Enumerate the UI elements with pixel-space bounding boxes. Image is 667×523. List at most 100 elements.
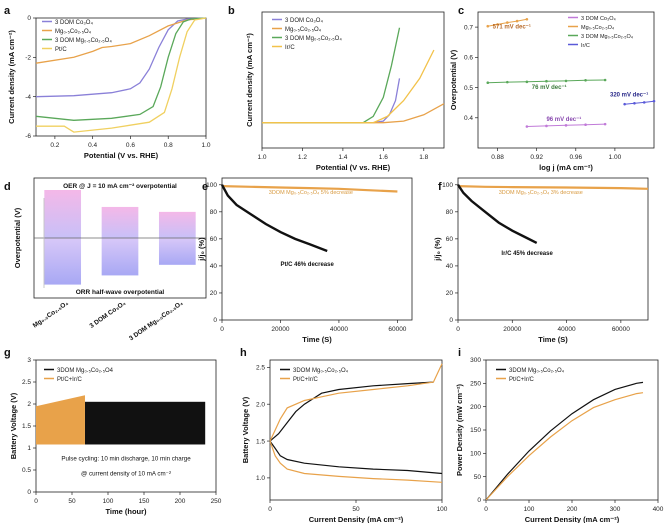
legend-entry: 3 DOM Mg₀.₅Co₂.₅O₄ xyxy=(285,36,342,42)
y-tick-label: 150 xyxy=(470,427,481,434)
panel-label: i xyxy=(458,347,461,359)
series-line xyxy=(35,17,207,98)
annotation: Ir/C 45% decrease xyxy=(501,251,553,257)
legend-entry: Ir/C xyxy=(581,43,590,49)
y-tick-label: -6 xyxy=(25,133,31,140)
x-axis-label: Time (S) xyxy=(538,335,568,344)
x-tick-label: 1.0 xyxy=(201,142,210,149)
x-tick-label: 0 xyxy=(484,506,488,513)
series-line xyxy=(269,381,434,442)
x-axis-label: Current Density (mA cm⁻²) xyxy=(309,515,404,523)
orr-bar xyxy=(101,238,139,276)
x-tick-label: 200 xyxy=(567,506,578,513)
y-tick-label: 1.5 xyxy=(22,423,31,430)
data-point xyxy=(525,125,529,128)
x-tick-label: 100 xyxy=(103,498,114,505)
data-point xyxy=(584,123,587,127)
y-tick-label: 20 xyxy=(446,290,454,297)
y-tick-label: 0 xyxy=(449,317,453,324)
y-tick-label: 60 xyxy=(446,236,454,243)
data-point xyxy=(603,78,607,82)
x-tick-label: 20000 xyxy=(271,326,289,333)
x-tick-label: 20000 xyxy=(503,326,521,333)
data-point xyxy=(584,79,587,82)
x-tick-label: 1.0 xyxy=(257,154,266,161)
data-point xyxy=(545,124,548,128)
data-point xyxy=(564,124,568,127)
x-tick-label: 50 xyxy=(68,498,76,505)
panel-g: 0 50 100 150 200 250 0 0.5 1 1.5 2 2.5 3 Time (hour) B… xyxy=(4,347,222,516)
series-line xyxy=(262,49,435,124)
plot-frame xyxy=(457,177,649,321)
data-point xyxy=(496,23,499,26)
legend-entry: Mg₀.₅Co₂.₅O₄ xyxy=(285,27,322,33)
y-tick-label: 0 xyxy=(27,15,31,22)
data-point xyxy=(486,81,490,85)
category-label: Mg₀.₅Co₂.₅O₄ xyxy=(32,300,70,330)
x-tick-label: 40000 xyxy=(330,326,348,333)
panel-e: 0 20000 40000 60000 0 20 40 60 80 100 Time (S) j/j₀… xyxy=(197,177,413,344)
x-axis-label: Potential (V vs. RHE) xyxy=(84,151,159,160)
panel-c: 0.88 0.92 0.96 1.00 0.4 0.5 0.6 0.7 log j (mA cm… xyxy=(449,5,656,172)
y-tick-label: 300 xyxy=(470,357,481,364)
y-tick-label: -2 xyxy=(25,55,31,62)
legend-entry: 3 DOM Co₃O₄ xyxy=(581,16,616,22)
series-line xyxy=(269,440,443,475)
x-axis-label: log j (mA cm⁻²) xyxy=(539,163,593,172)
x-tick-label: 0.2 xyxy=(50,142,59,149)
y-tick-label: 20 xyxy=(210,290,218,297)
x-axis-label: Current Density (mA cm⁻²) xyxy=(525,515,620,523)
series-line xyxy=(35,17,207,121)
stable-series xyxy=(457,185,649,190)
slope-label: 320 mV dec⁻¹ xyxy=(610,92,648,99)
data-point xyxy=(603,122,607,126)
x-tick-label: 300 xyxy=(610,506,621,513)
x-tick-label: 0.92 xyxy=(530,154,543,161)
x-tick-label: 0.88 xyxy=(491,154,504,161)
y-tick-label: 0.7 xyxy=(464,24,473,31)
x-tick-label: 1.4 xyxy=(338,154,347,161)
panel-label: g xyxy=(4,347,11,359)
data-point xyxy=(515,19,519,23)
x-tick-label: 100 xyxy=(524,506,535,513)
panel-a: 0.2 0.4 0.6 0.8 1.0 0 -2 -4 -6 Potential (V vs. R… xyxy=(4,5,211,160)
y-tick-label: 3 xyxy=(27,357,31,364)
x-tick-label: 1.8 xyxy=(419,154,428,161)
y-tick-label: 0.6 xyxy=(464,55,473,62)
y-axis-label: Current density (mA cm⁻²) xyxy=(7,30,16,124)
data-point xyxy=(525,17,529,21)
x-tick-label: 250 xyxy=(211,498,222,505)
y-tick-label: 2.0 xyxy=(256,401,265,408)
panel-label: d xyxy=(4,181,11,193)
legend-entry: Pt/C xyxy=(55,47,67,53)
data-point xyxy=(652,99,656,103)
panel-h: 0 50 100 1.0 1.5 2.0 2.5 Current Density (mA cm… xyxy=(240,347,448,523)
x-tick-label: 40000 xyxy=(558,326,576,333)
x-tick-label: 50 xyxy=(352,506,360,513)
series-line xyxy=(262,103,445,124)
y-tick-label: 1.5 xyxy=(256,438,265,445)
legend-entry: Mg₀.₅Co₂.₅O₄ xyxy=(55,29,92,35)
y-axis-label: Battery Voltage (V) xyxy=(9,392,18,459)
y-axis-label: j/j₀ (%) xyxy=(433,237,442,262)
x-tick-label: 0.96 xyxy=(569,154,582,161)
panel-b: 1.0 1.2 1.4 1.6 1.8 Potential (V vs. RHE) Curr… xyxy=(228,5,445,172)
y-tick-label: 0.5 xyxy=(22,467,31,474)
legend-entry: Pt/C+Ir/C xyxy=(57,377,83,383)
oer-bar xyxy=(158,211,196,238)
y-tick-label: 80 xyxy=(210,209,218,216)
panel-label: c xyxy=(458,5,464,17)
annotation: @ current density of 10 mA cm⁻² xyxy=(81,470,171,477)
x-tick-label: 1.00 xyxy=(609,154,622,161)
annotation: Pt/C 46% decrease xyxy=(280,262,334,268)
y-tick-label: 2.5 xyxy=(256,365,265,372)
x-axis-label: Time (S) xyxy=(302,335,332,344)
decay-series xyxy=(457,184,538,244)
orr-title: ORR half-wave overpotential xyxy=(76,289,165,296)
panel-d: Mg₀.₅Co₂.₅O₄ 3 DOM Co₃O₄ 3 DOM Mg₀.₅Co₂.₅O… xyxy=(4,177,207,342)
slope-label: 571 mV dec⁻¹ xyxy=(493,24,531,31)
oer-bar xyxy=(101,206,139,238)
x-axis-label: Time (hour) xyxy=(105,507,147,516)
x-tick-label: 100 xyxy=(437,506,448,513)
